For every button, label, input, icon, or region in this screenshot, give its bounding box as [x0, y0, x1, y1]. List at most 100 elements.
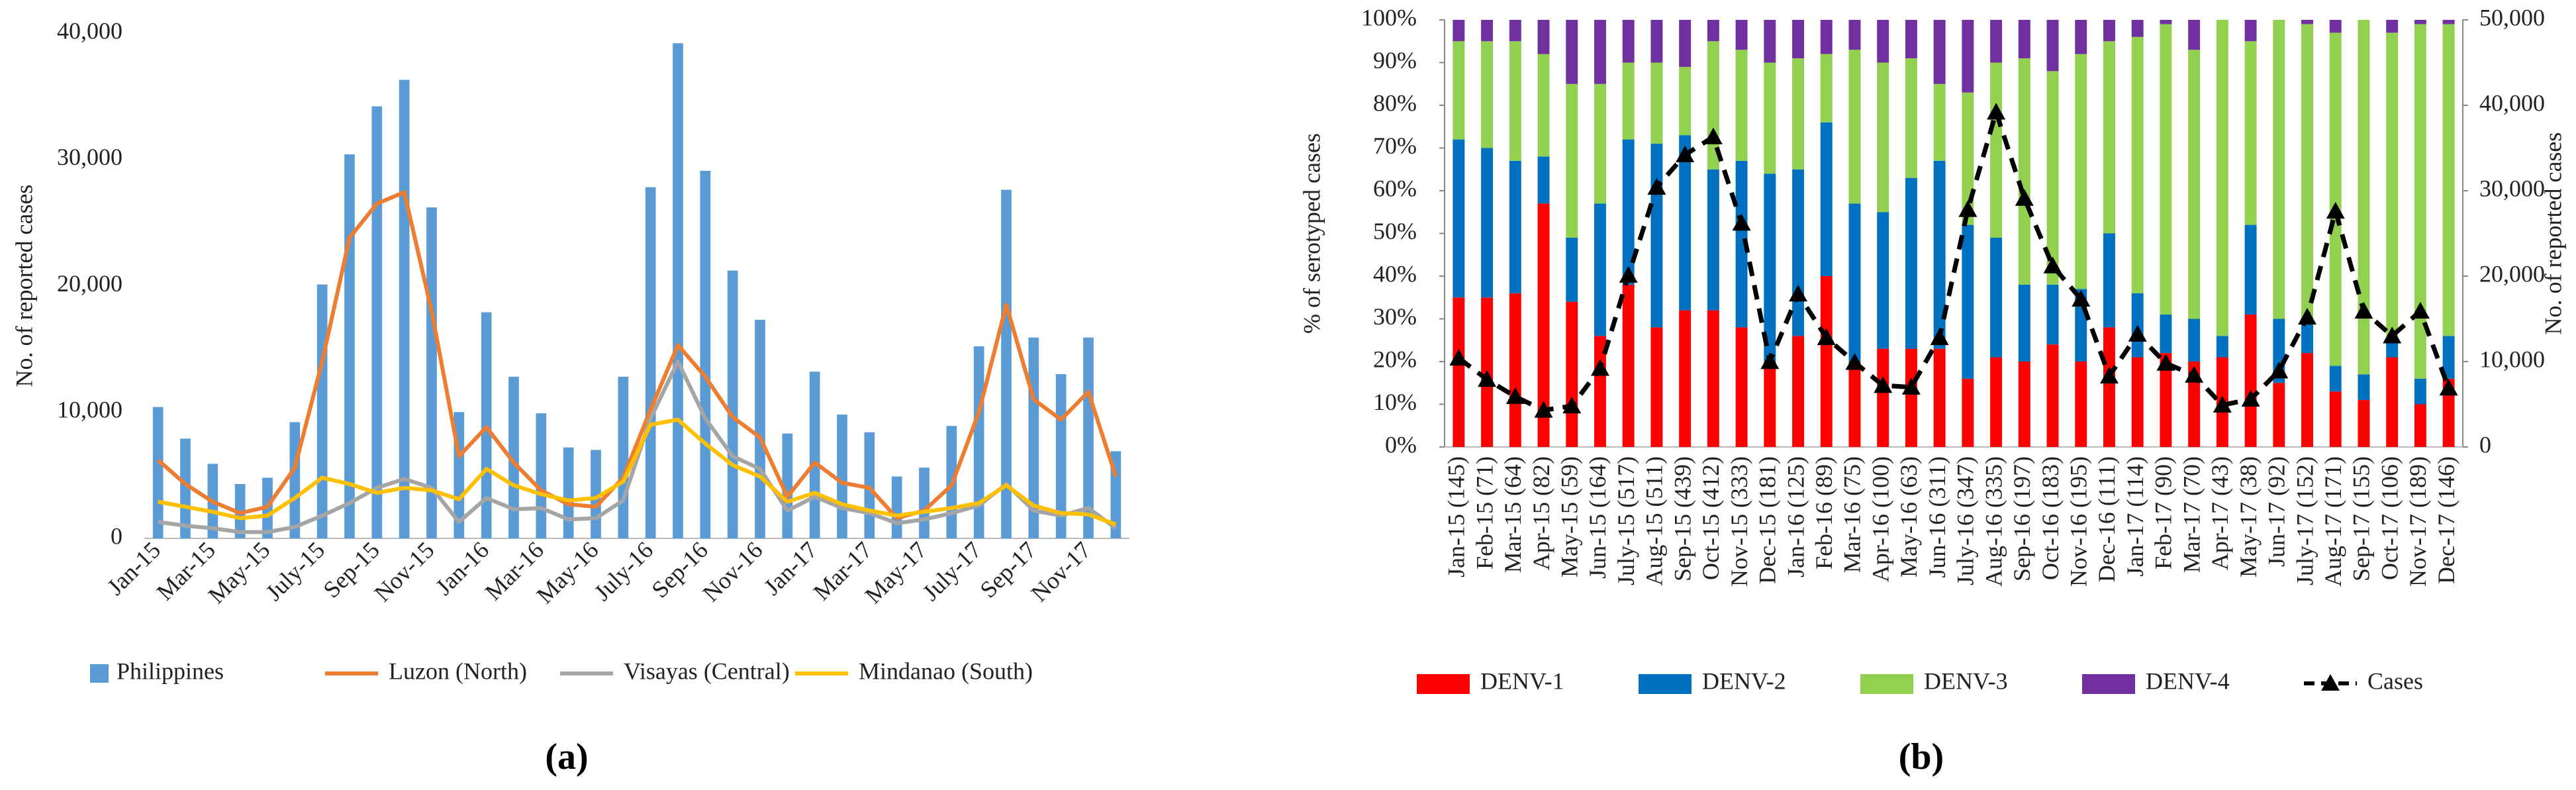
- bar-segment: [1848, 20, 1861, 50]
- bar-segment: [2244, 224, 2257, 315]
- bar-segment: [2103, 20, 2115, 42]
- y-tick-label: 10%: [1373, 389, 1417, 415]
- bar-segment: [2188, 362, 2201, 447]
- bar-segment: [1735, 160, 1748, 328]
- x-tick-label: May-17 (38): [2235, 456, 2262, 577]
- marker: [2354, 301, 2373, 319]
- marker: [2156, 354, 2175, 371]
- bar-segment: [2160, 24, 2172, 315]
- y-tick-label: 30,000: [57, 144, 122, 170]
- marker: [2099, 366, 2119, 384]
- y-tick-label: 40%: [1373, 260, 1417, 287]
- bar-segment: [2188, 319, 2201, 362]
- marker: [2410, 301, 2430, 319]
- legend-label: DENV-2: [1702, 667, 1786, 694]
- bar: [973, 346, 984, 538]
- legend-swatch: [1860, 674, 1913, 694]
- legend-swatch: [1417, 674, 1470, 694]
- bar: [700, 170, 711, 539]
- bar-segment: [1537, 54, 1550, 157]
- y2-tick-label: 0: [2479, 431, 2491, 458]
- bar-segment: [1453, 297, 1465, 447]
- bar-segment: [1453, 20, 1465, 42]
- x-tick-label: Aug-17 (171): [2320, 456, 2346, 587]
- marker: [1789, 285, 1808, 302]
- bar-segment: [1453, 41, 1465, 140]
- bar-segment: [1481, 20, 1494, 42]
- y-axis-title: % of serotyped cases: [1298, 133, 1325, 334]
- bar-segment: [1848, 362, 1861, 447]
- bar-segment: [1537, 20, 1550, 54]
- bar-segment: [2046, 20, 2059, 72]
- marker: [2043, 256, 2062, 273]
- bar-segment: [1792, 336, 1804, 447]
- bar-segment: [1679, 310, 1692, 447]
- bar-segment: [2018, 362, 2030, 447]
- bar-segment: [2160, 315, 2172, 354]
- line: [158, 360, 1118, 534]
- bar-segment: [1566, 237, 1578, 302]
- bar-segment: [1566, 301, 1578, 447]
- bar: [344, 154, 355, 538]
- bar-segment: [1848, 50, 1861, 204]
- bar-segment: [2386, 32, 2399, 340]
- bar-segment: [1509, 160, 1521, 293]
- bar-segment: [1792, 58, 1804, 170]
- bar-segment: [2018, 58, 2030, 285]
- legend-label: Philippines: [117, 658, 224, 684]
- bar-segment: [1792, 169, 1804, 336]
- bar-segment: [1735, 50, 1748, 161]
- marker: [2439, 378, 2458, 396]
- x-tick-label: Apr-17 (43): [2207, 456, 2233, 570]
- y2-tick-label: 50,000: [2479, 4, 2545, 30]
- bar-segment: [2414, 378, 2426, 405]
- x-tick-label: July-17 (152): [2291, 456, 2318, 585]
- bar-segment: [2216, 336, 2228, 358]
- x-tick-label: Dec-16 (111): [2093, 456, 2120, 582]
- bar-segment: [2244, 20, 2257, 42]
- bar-segment: [1481, 41, 1494, 148]
- bar: [563, 447, 574, 538]
- bar-segment: [2160, 20, 2172, 25]
- bar: [371, 106, 383, 538]
- bar-segment: [1594, 203, 1606, 336]
- y2-tick-label: 20,000: [2479, 260, 2545, 287]
- bar: [891, 476, 902, 538]
- y-tick-label: 30%: [1373, 303, 1417, 330]
- legend-label: DENV-4: [2146, 667, 2230, 694]
- x-tick-label: Apr-16 (100): [1867, 456, 1893, 582]
- x-tick-label: Feb-15 (71): [1471, 456, 1498, 569]
- bar-segment: [2386, 340, 2399, 358]
- legend-swatch: [2082, 674, 2135, 694]
- bar-segment: [1509, 41, 1521, 161]
- legend-label: Cases: [2367, 667, 2423, 694]
- bar-segment: [2386, 20, 2399, 33]
- bar-segment: [2329, 20, 2342, 33]
- bar-segment: [1594, 83, 1606, 204]
- bar-segment: [2046, 71, 2059, 285]
- marker: [1901, 377, 1921, 395]
- bar: [727, 270, 738, 538]
- bar-segment: [2386, 357, 2399, 447]
- marker: [1534, 401, 1553, 418]
- bar: [782, 433, 793, 538]
- bar-segment: [2244, 41, 2257, 225]
- bar-segment: [1764, 173, 1776, 362]
- x-tick-label: Jun-16 (311): [1924, 456, 1950, 578]
- bar-segment: [1594, 20, 1606, 84]
- y-tick-label: 20%: [1373, 346, 1417, 372]
- bar-segment: [1792, 20, 1804, 59]
- x-tick-label: Feb-16 (89): [1811, 456, 1837, 569]
- marker: [1874, 376, 1893, 393]
- marker: [2241, 389, 2260, 407]
- x-tick-label: Jan-15 (145): [1443, 456, 1470, 577]
- bar-segment: [1905, 177, 1917, 349]
- legend-label: DENV-1: [1480, 667, 1564, 694]
- bar-segment: [1933, 160, 1946, 349]
- legend-label: DENV-3: [1924, 667, 2008, 694]
- legend-label: Luzon (North): [389, 658, 527, 684]
- y2-tick-label: 10,000: [2479, 346, 2545, 372]
- bar-segment: [2103, 327, 2115, 447]
- bar-segment: [2329, 391, 2342, 447]
